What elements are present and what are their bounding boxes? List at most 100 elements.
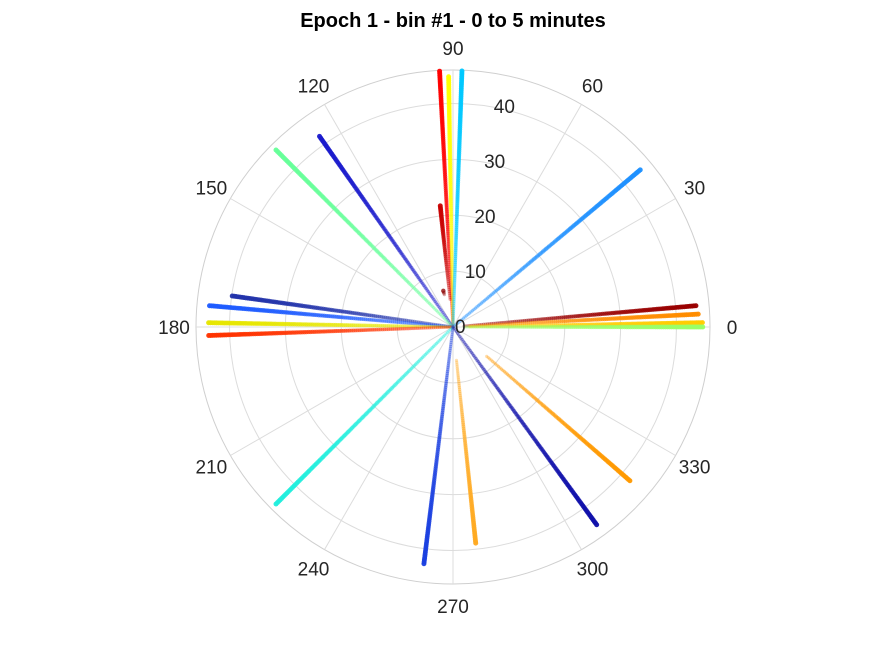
data-point [438, 337, 443, 342]
data-point [406, 324, 410, 328]
data-point [447, 352, 452, 356]
data-point [478, 302, 482, 307]
data-point [455, 360, 459, 364]
data-point [450, 307, 454, 312]
data-point [452, 297, 456, 302]
data-point [426, 321, 430, 326]
data-point [497, 321, 501, 325]
series-12 [462, 324, 706, 330]
data-point [455, 362, 459, 366]
data-point [454, 322, 458, 327]
data-point [427, 323, 432, 327]
data-point [412, 324, 416, 329]
data-point [448, 328, 452, 332]
series-13 [229, 293, 455, 329]
data-point [429, 303, 433, 307]
data-point [424, 321, 428, 325]
data-point [491, 359, 495, 364]
theta-tick-label: 150 [196, 179, 228, 200]
data-point [449, 342, 453, 347]
data-point [452, 305, 456, 310]
data-point [468, 325, 472, 329]
data-point [489, 321, 494, 326]
data-point [483, 322, 488, 326]
data-point [462, 324, 466, 328]
data-point [440, 309, 444, 313]
data-point [451, 325, 455, 329]
data-point [493, 323, 497, 327]
data-point [452, 278, 457, 282]
data-point [446, 362, 451, 366]
data-point [453, 266, 457, 271]
data-point [418, 324, 422, 329]
data-point [491, 321, 496, 326]
series-16 [206, 325, 455, 339]
data-point [444, 315, 448, 320]
data-point [469, 350, 474, 355]
data-point [452, 299, 456, 304]
data-point [483, 369, 487, 374]
data-point [404, 318, 409, 323]
data-point [420, 322, 424, 326]
data-point [478, 323, 482, 327]
data-point [470, 324, 474, 328]
data-point [451, 323, 455, 327]
data-point [437, 203, 443, 209]
data-point [447, 354, 452, 358]
series-18 [421, 325, 455, 567]
chart-title: Epoch 1 - bin #1 - 0 to 5 minutes [300, 10, 606, 32]
data-point [507, 324, 511, 328]
data-point [451, 323, 455, 327]
series-19 [454, 358, 479, 546]
data-point [458, 334, 462, 339]
data-point [440, 314, 444, 318]
data-point [416, 320, 420, 324]
data-point [450, 282, 454, 286]
r-tick-label: 0 [455, 317, 466, 338]
series-20 [451, 325, 600, 528]
data-point [450, 326, 454, 330]
data-point [446, 367, 450, 372]
data-point [450, 270, 454, 275]
data-point [450, 292, 455, 296]
data-point [491, 324, 495, 328]
data-point [400, 324, 404, 328]
data-point [430, 346, 434, 350]
data-point [450, 268, 454, 273]
data-point [452, 301, 456, 306]
data-point [479, 364, 484, 369]
data-point [445, 324, 449, 329]
data-point [451, 311, 456, 315]
theta-gridline [324, 104, 454, 328]
data-point [450, 303, 454, 308]
data-point [441, 324, 445, 328]
data-point [437, 324, 442, 328]
data-point [511, 325, 515, 329]
data-point [451, 317, 455, 321]
data-point [448, 320, 452, 324]
data-point [441, 288, 446, 294]
data-point [446, 366, 450, 370]
data-point [453, 272, 457, 277]
data-point [429, 324, 434, 329]
data-point [416, 322, 420, 326]
series-1 [437, 68, 455, 329]
data-point [486, 356, 490, 360]
data-point [423, 297, 428, 302]
data-point [437, 339, 441, 343]
data-point [448, 350, 452, 354]
data-point [426, 289, 431, 294]
data-point [400, 318, 405, 322]
data-point [457, 380, 461, 384]
theta-tick-label: 270 [437, 597, 469, 618]
data-point [447, 287, 451, 292]
data-point [450, 311, 454, 315]
data-point [511, 324, 515, 328]
data-point [504, 371, 508, 375]
series-5 [441, 288, 446, 297]
data-point [488, 293, 493, 298]
data-point [482, 325, 486, 329]
data-point [443, 317, 447, 321]
